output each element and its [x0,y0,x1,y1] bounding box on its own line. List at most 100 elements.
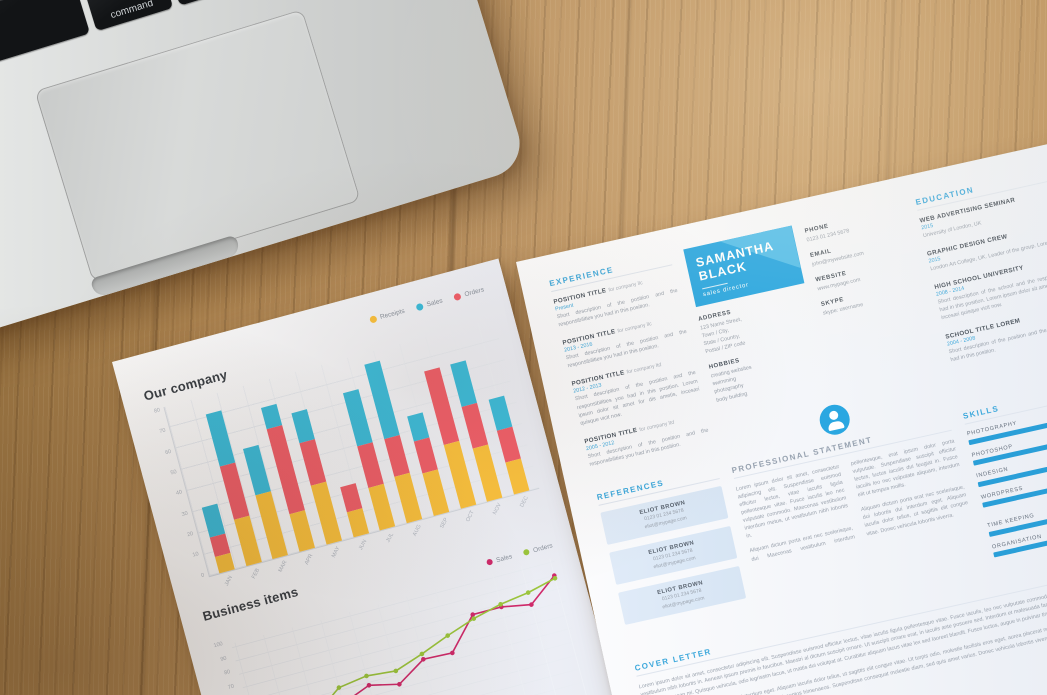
data-point-sales [421,656,426,662]
key-command: ⌘command [79,0,174,32]
entry-company [1015,198,1016,204]
y-tick-label: 60 [164,448,172,456]
key-option: altoption [162,0,234,6]
y-tick-label: 40 [175,489,183,498]
bar-segment-receipts [422,469,450,516]
gridline [406,596,445,695]
key-label: option [175,0,232,1]
legend-dot [453,292,462,301]
data-point-sales [397,681,402,687]
bar-segment-orders [461,402,489,449]
data-point-orders [525,590,531,595]
y-tick-label: 10 [192,551,200,559]
bar-segment-sales [488,395,513,432]
legend-dot [368,314,378,324]
bar-segment-receipts [473,444,503,502]
resume-grid: EXPERIENCE POSITION TITLE for company ll… [548,165,1047,695]
gridline [246,614,570,695]
bar-segment-sales [450,360,478,407]
bar-segment-orders [413,437,438,474]
bar-segment-sales [205,409,235,467]
bar-segment-sales [201,503,226,538]
bar-segment-orders [219,462,250,520]
resume-middle-block: SAMANTHA BLACK sales director ADDRESS 12… [682,201,938,414]
legend-label: Sales [425,296,444,308]
y-tick-label: 0 [200,571,206,579]
bar-segment-receipts [505,458,530,495]
gridline [434,588,473,695]
data-point-orders [393,668,399,674]
line-plot [231,558,591,695]
y-tick-label: 80 [223,669,232,677]
y-tick-label: 90 [219,655,228,663]
entry-company [1020,318,1021,324]
bar-segment-receipts [310,481,342,545]
entry-company [1007,234,1008,240]
gridline [235,574,559,662]
data-point-orders [471,616,477,621]
bar-segment-orders [384,434,410,477]
bar-segment-orders [299,439,327,486]
gridline [291,627,330,695]
bar-segment-receipts [289,509,316,552]
y-tick-label: 80 [153,407,161,415]
person-icon-body [827,419,845,431]
y-tick-label: 70 [158,427,167,436]
name-header-box: SAMANTHA BLACK sales director [682,225,804,307]
line-chart: 1009080706050403020100 [209,552,596,695]
line-series-sales [269,575,555,695]
bar-segment-receipts [233,515,262,567]
y-tick-label: 50 [169,469,178,477]
person-icon-head [828,409,840,421]
data-point-sales [470,612,476,617]
experience-section: EXPERIENCE POSITION TITLE for company ll… [548,252,714,480]
line-series-orders [260,577,556,695]
data-point-orders [445,633,451,638]
legend-dot [415,302,424,311]
legend-dot [522,548,531,556]
statement-section: PROFESSIONAL STATEMENT Lorem ipsum dolor… [722,379,982,617]
legend-label: Orders [463,285,485,298]
gridline [320,619,359,695]
bar-segment-receipts [394,472,423,524]
resume-middle-left: SAMANTHA BLACK sales director ADDRESS 12… [682,225,828,414]
y-tick-label: 20 [186,530,194,539]
bar-segment-sales [291,409,315,444]
contact-column: PHONE 0123 01 234 5678 EMAIL john@mywebs… [803,201,937,386]
bar-segment-receipts [255,491,289,560]
bar-segment-orders [497,426,522,463]
skill-bars: PHOTOGRAPHY PHOTOSHOP INDESIGN WORDPRESS TIM… [966,399,1047,558]
y-tick-label: 100 [213,641,224,650]
gridline [492,573,531,695]
data-point-orders [364,673,369,679]
legend-dot [485,558,494,566]
reference-boxes: ELIOT BROWN 0123 01 234 5678 eliot@mypage.… [600,486,746,626]
references-section: REFERENCES ELIOT BROWN 0123 01 234 5678 el… [595,466,751,647]
charts-sheet: Receipts Sales Orders Our company 80 70 60 50… [112,258,670,695]
gridline [234,642,273,695]
gridline [256,654,580,695]
y-tick-label: 70 [227,683,235,691]
gridline [349,611,387,695]
data-point-orders [336,685,342,690]
data-point-orders [552,575,558,581]
stacked-bar-jun [339,482,369,538]
stacked-bar-jan [201,503,235,574]
gridline [377,604,416,695]
education-entries: WEB ADVERTISING SEMINAR 2015 University o… [919,185,1047,363]
key-label: command [109,0,155,22]
bar-segment-receipts [368,483,396,531]
gridline [263,634,302,695]
person-icon [817,401,853,438]
gridline [549,558,588,695]
gridline [260,667,584,695]
gridline [242,600,566,688]
bar-segment-sales [343,388,373,446]
bar-segment-receipts [443,441,476,509]
bar-segment-sales [364,360,400,439]
data-point-sales [529,602,534,607]
gridline [463,581,502,695]
data-point-sales [366,682,372,688]
legend-label: Orders [532,541,554,554]
bar-segment-orders [357,441,385,489]
